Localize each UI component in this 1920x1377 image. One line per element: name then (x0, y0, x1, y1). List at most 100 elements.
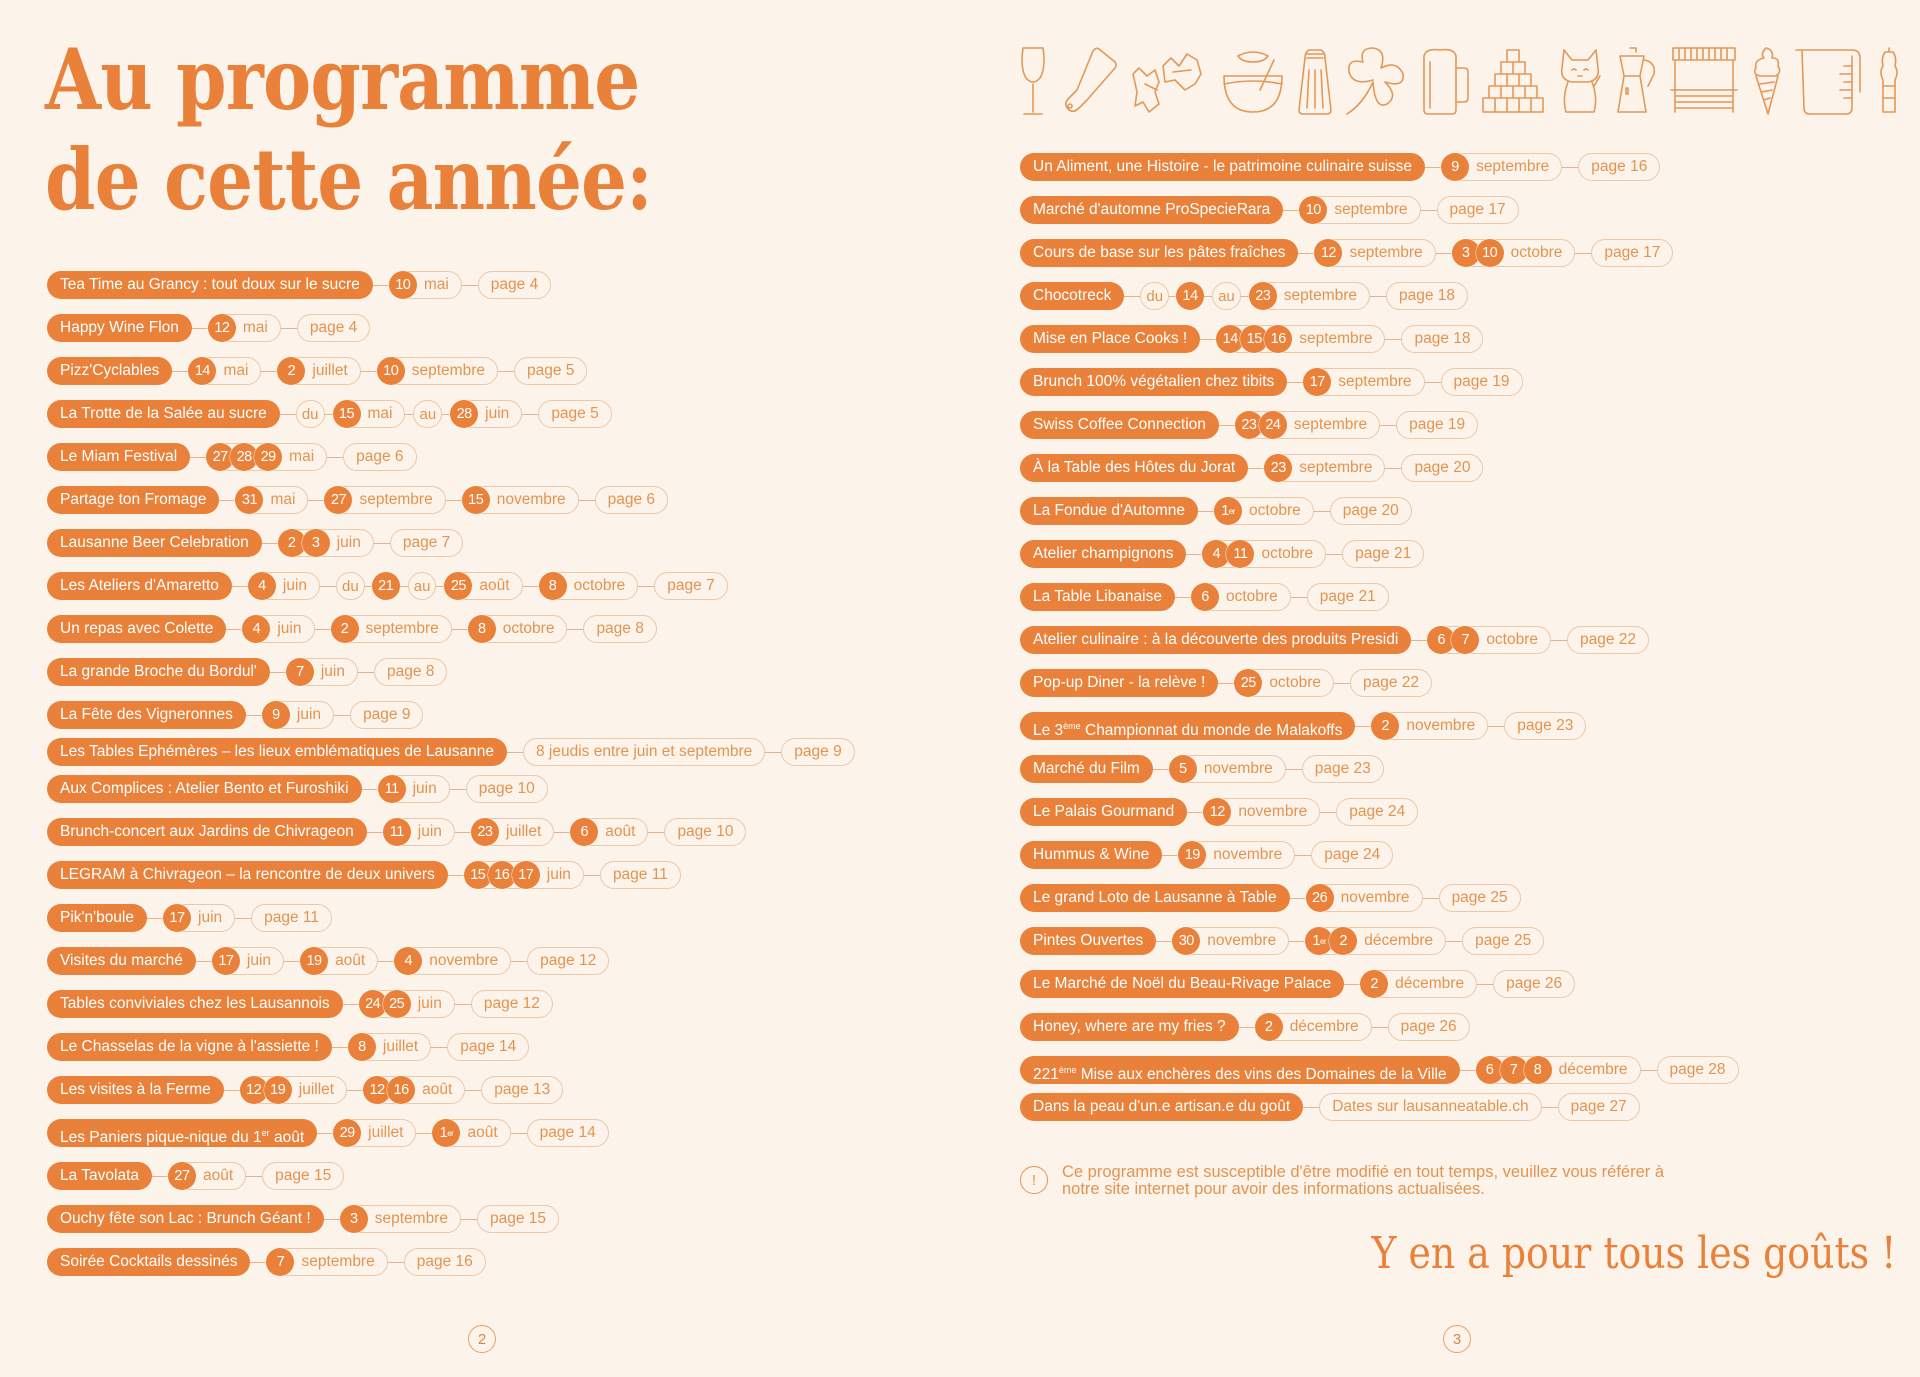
page-reference[interactable]: page 21 (1342, 540, 1425, 568)
event-name-chip[interactable]: Les Paniers pique-nique du 1er août (47, 1119, 318, 1147)
event-row: Swiss Coffee Connection 23 24 septembre page… (1020, 411, 1479, 439)
page-reference[interactable]: page 14 (526, 1119, 609, 1147)
page-reference[interactable]: page 6 (343, 443, 417, 471)
page-reference[interactable]: page 16 (403, 1248, 486, 1276)
page-reference[interactable]: page 16 (1578, 153, 1661, 181)
page-reference[interactable]: page 23 (1301, 755, 1384, 783)
page-reference[interactable]: page 15 (476, 1205, 559, 1233)
event-name-chip[interactable]: La Tavolata (47, 1162, 152, 1190)
event-name-chip[interactable]: La Fête des Vigneronnes (47, 701, 246, 729)
date-chip: 8 juillet (347, 1033, 432, 1061)
page-reference[interactable]: page 8 (583, 615, 657, 643)
page-reference[interactable]: page 24 (1336, 798, 1419, 826)
page-reference[interactable]: page 4 (296, 314, 371, 342)
event-name-chip[interactable]: Pizz'Cyclables (47, 357, 173, 385)
event-name-chip[interactable]: Cours de base sur les pâtes fraîches (1020, 239, 1299, 267)
page-reference[interactable]: page 25 (1462, 927, 1545, 955)
event-name-chip[interactable]: Dans la peau d'un.e artisan.e du goût (1020, 1093, 1304, 1121)
page-reference[interactable]: page 4 (477, 271, 552, 299)
page-reference[interactable]: page 12 (470, 990, 553, 1018)
event-name-chip[interactable]: La Trotte de la Salée au sucre (47, 400, 280, 428)
page-reference[interactable]: page 17 (1436, 196, 1519, 224)
event-name-chip[interactable]: 221ème Mise aux enchères des vins des Do… (1020, 1056, 1460, 1084)
event-name-chip[interactable]: Les Tables Ephémères – les lieux embléma… (47, 738, 507, 766)
event-name-chip[interactable]: Le grand Loto de Lausanne à Table (1020, 884, 1290, 912)
event-name-chip[interactable]: La grande Broche du Bordul' (47, 658, 270, 686)
event-name-chip[interactable]: Mise en Place Cooks ! (1020, 325, 1201, 353)
page-reference[interactable]: page 9 (781, 738, 855, 766)
event-name-chip[interactable]: Brunch 100% végétalien chez tibits (1020, 368, 1288, 396)
page-reference[interactable]: page 26 (1387, 1013, 1470, 1041)
event-name-chip[interactable]: Happy Wine Flon (47, 314, 192, 342)
event-name-chip[interactable]: Ouchy fête son Lac : Brunch Géant ! (47, 1205, 324, 1233)
event-name-chip[interactable]: Tea Time au Grancy : tout doux sur le su… (47, 271, 373, 299)
event-name-chip[interactable]: LEGRAM à Chivrageon – la rencontre de de… (47, 861, 448, 889)
event-name-chip[interactable]: Le Chasselas de la vigne à l'assiette ! (47, 1033, 332, 1061)
event-name-chip[interactable]: À la Table des Hôtes du Jorat (1020, 454, 1249, 482)
page-reference[interactable]: page 11 (599, 861, 681, 889)
page-reference[interactable]: page 26 (1493, 970, 1576, 998)
event-name-chip[interactable]: Partage ton Fromage (47, 486, 220, 514)
event-name-chip[interactable]: Tables conviviales chez les Lausannois (47, 990, 343, 1018)
page-reference[interactable]: page 11 (251, 904, 333, 932)
page-reference[interactable]: page 14 (447, 1033, 530, 1061)
page-reference[interactable]: page 27 (1557, 1093, 1640, 1121)
event-name-chip[interactable]: Le Marché de Noël du Beau-Rivage Palace (1020, 970, 1345, 998)
event-name-chip[interactable]: Marché d'automne ProSpecieRara (1020, 196, 1284, 224)
page-reference[interactable]: page 8 (374, 658, 448, 686)
event-name-chip[interactable]: Pop-up Diner - la relève ! (1020, 669, 1219, 697)
day-badge: 27 (168, 1162, 196, 1190)
event-name-chip[interactable]: Atelier culinaire : à la découverte des … (1020, 626, 1412, 654)
page-reference[interactable]: page 21 (1306, 583, 1389, 611)
page-reference[interactable]: page 9 (350, 701, 424, 729)
page-reference[interactable]: page 7 (389, 529, 464, 557)
event-name-chip[interactable]: Lausanne Beer Celebration (47, 529, 262, 557)
event-name-chip[interactable]: La Fondue d'Automne (1020, 497, 1199, 525)
event-name-chip[interactable]: Brunch-concert aux Jardins de Chivrageon (47, 818, 367, 846)
event-name-chip[interactable]: Les Ateliers d'Amaretto (47, 572, 232, 600)
page-reference[interactable]: page 22 (1350, 669, 1433, 697)
event-name-chip[interactable]: Marché du Film (1020, 755, 1153, 783)
page-reference[interactable]: page 13 (481, 1076, 564, 1104)
event-name-chip[interactable]: Hummus & Wine (1020, 841, 1163, 869)
page-reference[interactable]: page 5 (513, 357, 588, 385)
page-reference[interactable]: page 23 (1504, 712, 1587, 740)
event-name-chip[interactable]: Pik'n'boule (47, 904, 147, 932)
page-reference[interactable]: page 18 (1401, 325, 1484, 353)
event-name-chip[interactable]: La Table Libanaise (1020, 583, 1175, 611)
event-name-chip[interactable]: Visites du marché (47, 947, 196, 975)
page-reference[interactable]: page 25 (1438, 884, 1521, 912)
page-reference[interactable]: page 20 (1401, 454, 1484, 482)
page-reference[interactable]: page 19 (1396, 411, 1479, 439)
page-reference[interactable]: page 6 (594, 486, 669, 514)
event-name-chip[interactable]: Le Miam Festival (47, 443, 191, 471)
page-reference[interactable]: page 18 (1386, 282, 1469, 310)
page-reference[interactable]: page 28 (1656, 1056, 1739, 1084)
event-name-chip[interactable]: Un Aliment, une Histoire - le patrimoine… (1020, 153, 1426, 181)
page-reference[interactable]: page 10 (664, 818, 747, 846)
page-reference[interactable]: page 10 (465, 775, 548, 803)
page-reference[interactable]: page 19 (1440, 368, 1523, 396)
event-name-chip[interactable]: Le 3ème Championnat du monde de Malakoff… (1020, 712, 1356, 740)
page-reference[interactable]: page 5 (538, 400, 612, 428)
page-reference[interactable]: page 12 (527, 947, 610, 975)
event-name-chip[interactable]: Soirée Cocktails dessinés (47, 1248, 251, 1276)
event-name-chip[interactable]: Swiss Coffee Connection (1020, 411, 1219, 439)
event-name-chip[interactable]: Honey, where are my fries ? (1020, 1013, 1239, 1041)
page-reference[interactable]: page 24 (1311, 841, 1394, 869)
page-reference[interactable]: page 7 (654, 572, 728, 600)
event-name-chip[interactable]: Le Palais Gourmand (1020, 798, 1188, 826)
event-name-chip[interactable]: Atelier champignons (1020, 540, 1187, 568)
page-reference[interactable]: page 22 (1567, 626, 1650, 654)
month-label: juin (417, 995, 442, 1012)
day-badge: 4 (242, 615, 271, 643)
connector-line (1200, 338, 1217, 340)
page-reference[interactable]: page 17 (1591, 239, 1674, 267)
event-name-chip[interactable]: Aux Complices : Atelier Bento et Furoshi… (47, 775, 362, 803)
event-name-chip[interactable]: Pintes Ouvertes (1020, 927, 1157, 955)
event-name-chip[interactable]: Un repas avec Colette (47, 615, 227, 643)
page-reference[interactable]: page 15 (262, 1162, 345, 1190)
page-reference[interactable]: page 20 (1329, 497, 1412, 525)
event-name-chip[interactable]: Les visites à la Ferme (47, 1076, 224, 1104)
event-name-chip[interactable]: Chocotreck (1020, 282, 1125, 310)
